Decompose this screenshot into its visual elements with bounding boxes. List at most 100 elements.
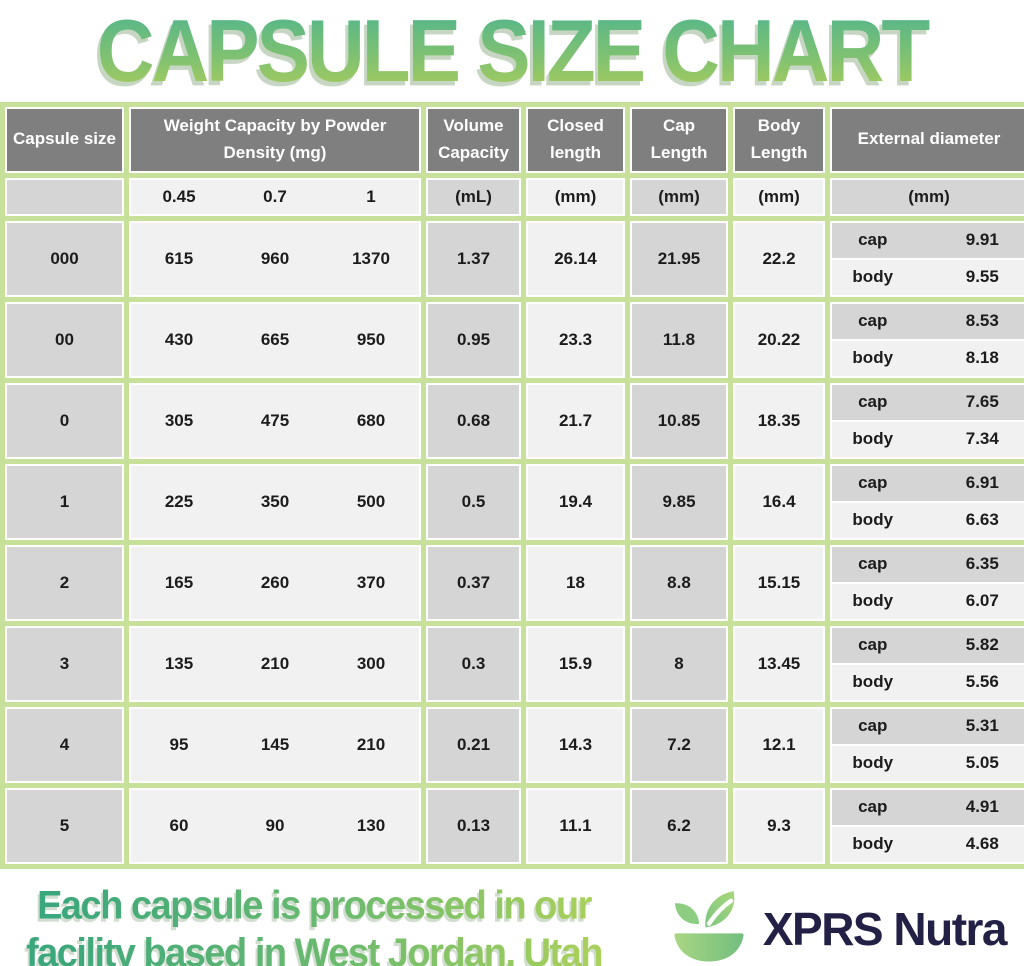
cell-body-length: 15.15: [733, 544, 825, 621]
external-diameter-cap-row: cap 5.31: [832, 708, 1024, 744]
cell-cap-length: 10.85: [630, 382, 728, 459]
cap-diameter-value: 6.91: [965, 473, 999, 493]
cell-volume-capacity: 0.5: [426, 463, 521, 540]
body-diameter-value: 4.68: [965, 834, 999, 854]
units-capsule-size-empty: [5, 177, 124, 216]
tagline-line1: Each capsule is processed in our: [37, 882, 591, 928]
table-units-row: 0.45 0.7 1 (mL) (mm) (mm) (mm) (mm): [5, 177, 1024, 216]
header-external-diameter: External diameter: [830, 106, 1024, 173]
cap-diameter-value: 8.53: [965, 311, 999, 331]
cell-capsule-size: 4: [5, 706, 124, 783]
weight-at-0-45: 430: [164, 329, 194, 349]
page-title: CAPSULE SIZE CHART: [0, 6, 1024, 96]
weight-at-1: 1370: [352, 248, 390, 268]
units-cap: (mm): [630, 177, 728, 216]
weight-at-1: 680: [356, 410, 386, 430]
weight-at-0-7: 475: [260, 410, 290, 430]
body-diameter-value: 6.07: [965, 591, 999, 611]
weight-at-1: 130: [356, 815, 386, 835]
header-capsule-size: Capsule size: [5, 106, 124, 173]
weight-at-0-45: 95: [169, 734, 189, 754]
cell-weight-capacities: 165 260 370: [129, 544, 421, 621]
body-diameter-value: 5.05: [965, 753, 999, 773]
tagline-line2: facility based in West Jordan, Utah: [26, 930, 603, 966]
external-diameter-body-row: body 9.55: [832, 259, 1024, 295]
weight-at-0-45: 305: [164, 410, 194, 430]
table-row: 4 95 145 210 0.21 14.3 7.2 12.1 cap 5.31: [5, 706, 1024, 783]
cap-diameter-value: 7.65: [965, 392, 999, 412]
weight-at-0-7: 665: [260, 329, 290, 349]
table-row: 00 430 665 950 0.95 23.3 11.8 20.22 cap …: [5, 301, 1024, 378]
footer: Each capsule is processed in our facilit…: [0, 869, 1024, 966]
body-diameter-value: 5.56: [965, 672, 999, 692]
table-row: 3 135 210 300 0.3 15.9 8 13.45 cap 5.82: [5, 625, 1024, 702]
cap-label: cap: [858, 635, 888, 655]
weight-at-0-7: 960: [260, 248, 290, 268]
body-diameter-value: 6.63: [965, 510, 999, 530]
weight-at-1: 950: [356, 329, 386, 349]
body-label: body: [852, 834, 894, 854]
weight-at-0-7: 260: [260, 572, 290, 592]
external-diameter-cap-row: cap 4.91: [832, 789, 1024, 825]
cap-label: cap: [858, 473, 888, 493]
weight-at-1: 500: [356, 491, 386, 511]
cap-diameter-value: 9.91: [965, 230, 999, 250]
cell-capsule-size: 3: [5, 625, 124, 702]
cell-volume-capacity: 1.37: [426, 220, 521, 297]
weight-at-0-45: 615: [164, 248, 194, 268]
external-diameter-body-row: body 5.05: [832, 745, 1024, 781]
table-row: 000 615 960 1370 1.37 26.14 21.95 22.2 c…: [5, 220, 1024, 297]
body-diameter-value: 7.34: [965, 429, 999, 449]
cell-cap-length: 21.95: [630, 220, 728, 297]
weight-at-0-7: 350: [260, 491, 290, 511]
cell-volume-capacity: 0.21: [426, 706, 521, 783]
cell-closed-length: 26.14: [526, 220, 625, 297]
table-row: 5 60 90 130 0.13 11.1 6.2 9.3 cap 4.91: [5, 787, 1024, 864]
cell-body-length: 22.2: [733, 220, 825, 297]
units-densities: 0.45 0.7 1: [129, 177, 421, 216]
weight-at-0-7: 90: [265, 815, 285, 835]
cell-cap-length: 7.2: [630, 706, 728, 783]
header-closed-length: Closed length: [526, 106, 625, 173]
cell-volume-capacity: 0.3: [426, 625, 521, 702]
cell-external-diameter: cap 9.91 body 9.55: [830, 220, 1024, 297]
capsule-size-chart-page: CAPSULE SIZE CHART Capsule size Weight C…: [0, 6, 1024, 966]
cell-closed-length: 19.4: [526, 463, 625, 540]
external-diameter-body-row: body 5.56: [832, 664, 1024, 700]
brand-name: XPRS Nutra: [762, 903, 1008, 956]
cell-closed-length: 11.1: [526, 787, 625, 864]
body-label: body: [852, 267, 894, 287]
weight-at-1: 370: [356, 572, 386, 592]
cell-weight-capacities: 430 665 950: [129, 301, 421, 378]
header-body-length: Body Length: [733, 106, 825, 173]
external-diameter-cap-row: cap 5.82: [832, 627, 1024, 663]
cell-closed-length: 18: [526, 544, 625, 621]
brand-logo-group: XPRS Nutra: [665, 885, 1008, 966]
cell-weight-capacities: 60 90 130: [129, 787, 421, 864]
cell-cap-length: 9.85: [630, 463, 728, 540]
cap-diameter-value: 4.91: [965, 797, 999, 817]
cell-cap-length: 8: [630, 625, 728, 702]
cell-external-diameter: cap 6.35 body 6.07: [830, 544, 1024, 621]
weight-at-1: 300: [356, 653, 386, 673]
external-diameter-cap-row: cap 7.65: [832, 384, 1024, 420]
cell-weight-capacities: 95 145 210: [129, 706, 421, 783]
cell-external-diameter: cap 8.53 body 8.18: [830, 301, 1024, 378]
weight-at-0-45: 60: [169, 815, 189, 835]
cap-diameter-value: 5.82: [965, 635, 999, 655]
cell-weight-capacities: 135 210 300: [129, 625, 421, 702]
external-diameter-body-row: body 7.34: [832, 421, 1024, 457]
units-body: (mm): [733, 177, 825, 216]
cap-label: cap: [858, 716, 888, 736]
body-label: body: [852, 348, 894, 368]
header-cap-length: Cap Length: [630, 106, 728, 173]
units-volume: (mL): [426, 177, 521, 216]
body-label: body: [852, 591, 894, 611]
cell-cap-length: 6.2: [630, 787, 728, 864]
header-volume-capacity: Volume Capacity: [426, 106, 521, 173]
table-header-row: Capsule size Weight Capacity by Powder D…: [5, 106, 1024, 173]
cell-volume-capacity: 0.95: [426, 301, 521, 378]
cap-label: cap: [858, 554, 888, 574]
cell-external-diameter: cap 6.91 body 6.63: [830, 463, 1024, 540]
cap-label: cap: [858, 230, 888, 250]
